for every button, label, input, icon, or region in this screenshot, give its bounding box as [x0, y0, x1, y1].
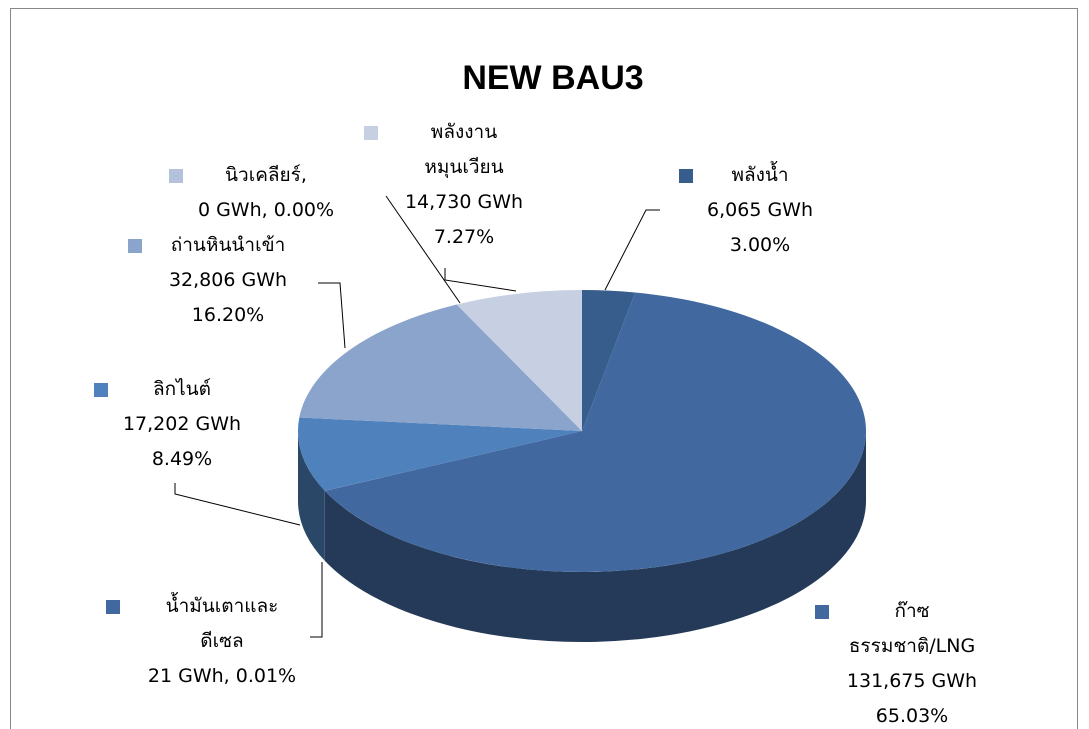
- data-label: น้ำมันเตาและ ดีเซล 21 GWh, 0.01%: [148, 589, 296, 694]
- legend-marker: [128, 239, 142, 253]
- category-label: ลิกไนต์: [152, 378, 212, 400]
- data-label: ถ่านหินนำเข้า 32,806 GWh 16.20%: [169, 228, 287, 333]
- value-label: 21 GWh,: [147, 665, 230, 687]
- pie: [298, 290, 866, 642]
- data-label: ก๊าซ ธรรมชาติ/LNG 131,675 GWh 65.03%: [847, 594, 977, 729]
- percent-label: 0.00%: [273, 199, 335, 221]
- category-label: ถ่านหินนำเข้า: [170, 234, 286, 256]
- value-label: 17,202 GWh: [122, 413, 242, 435]
- leader-line: [318, 282, 346, 349]
- slice: [582, 290, 636, 431]
- percent-label: 0.01%: [235, 665, 297, 687]
- pie-tops: [298, 290, 866, 572]
- percent-label: 65.03%: [875, 705, 949, 727]
- percent-label: 7.27%: [433, 226, 495, 248]
- leader-line: [444, 268, 517, 292]
- pie-sides: [298, 431, 866, 642]
- value-label: 32,806 GWh: [168, 269, 288, 291]
- slice: [298, 417, 582, 491]
- slice: [324, 431, 582, 491]
- leader-line: [604, 209, 660, 291]
- value-label: 6,065 GWh: [707, 199, 813, 221]
- legend-marker: [815, 605, 829, 619]
- percent-label: 3.00%: [729, 234, 791, 256]
- legend-marker: [364, 126, 378, 140]
- value-line: 21 GWh, 0.01%: [148, 659, 296, 694]
- slice: [456, 290, 582, 431]
- legend-marker: [106, 600, 120, 614]
- data-label: นิวเคลียร์, 0 GWh, 0.00%: [198, 158, 334, 228]
- category-label: พลังน้ำ: [731, 164, 789, 186]
- data-label: พลังน้ำ 6,065 GWh 3.00%: [707, 158, 813, 263]
- value-label: 131,675 GWh: [846, 670, 978, 692]
- value-label: 14,730 GWh: [404, 191, 524, 213]
- slice-side: [298, 431, 325, 561]
- category-label: น้ำมันเตาและ ดีเซล: [165, 595, 279, 652]
- category-label: พลังงาน หมุนเวียน: [424, 121, 504, 178]
- slice: [324, 292, 866, 572]
- legend-marker: [169, 169, 183, 183]
- category-label: นิวเคลียร์,: [225, 164, 307, 186]
- leader-lines: [174, 195, 660, 638]
- percent-label: 16.20%: [191, 304, 265, 326]
- chart-title: NEW BAU3: [462, 59, 643, 97]
- legend-marker: [94, 383, 108, 397]
- value-line: 0 GWh, 0.00%: [198, 193, 334, 228]
- slice: [299, 304, 582, 431]
- data-label: พลังงาน หมุนเวียน 14,730 GWh 7.27%: [405, 115, 523, 255]
- value-label: 0 GWh,: [197, 199, 268, 221]
- legend-marker: [679, 169, 693, 183]
- category-label: ก๊าซ ธรรมชาติ/LNG: [848, 600, 976, 657]
- leader-line: [385, 195, 461, 304]
- percent-label: 8.49%: [151, 448, 213, 470]
- slice-side: [324, 431, 866, 642]
- leader-line: [310, 562, 323, 638]
- leader-line: [174, 483, 301, 526]
- data-label: ลิกไนต์ 17,202 GWh 8.49%: [123, 372, 241, 477]
